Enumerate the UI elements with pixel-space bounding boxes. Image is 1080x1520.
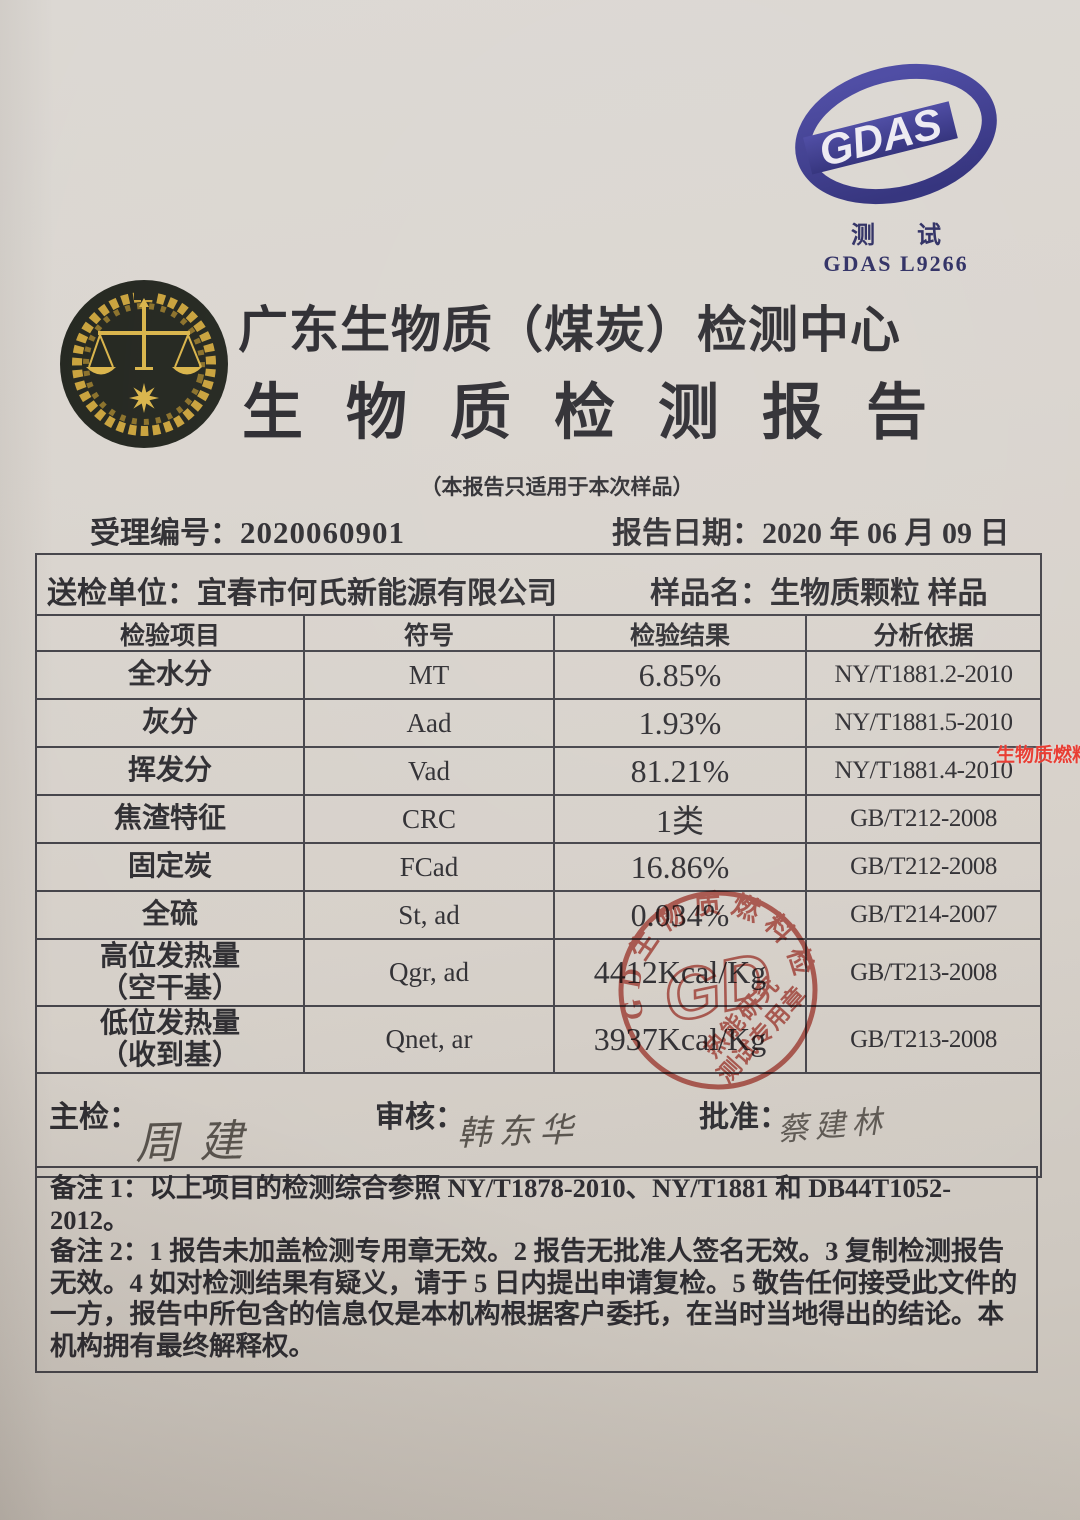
cell-item-line2: （收到基） — [99, 1039, 240, 1071]
sample-name: 生物质颗粒 样品 — [770, 577, 988, 610]
cell-symbol: Aad — [303, 700, 553, 746]
sample-field: 样品名：生物质颗粒 样品 — [650, 568, 988, 612]
scales-emblem-icon — [60, 280, 228, 448]
table-row: 焦渣特征 CRC 1类 GB/T212-2008 — [37, 794, 1040, 842]
cell-basis: GB/T213-2008 — [805, 940, 1040, 1005]
inspector-label: 主检： — [49, 1101, 139, 1134]
star-icon — [129, 383, 159, 413]
col-header-result: 检验结果 — [553, 616, 805, 652]
cell-item: 高位发热量 （空干基） — [37, 940, 303, 1005]
report-date-value: 2020 年 06 月 09 日 — [762, 517, 1010, 550]
reviewer-signature: 韩东华 — [456, 1111, 581, 1154]
cell-result: 81.21% — [553, 748, 805, 794]
report-date-label: 报告日期： — [612, 517, 762, 550]
table-row: 固定炭 FCad 16.86% GB/T212-2008 — [37, 842, 1040, 890]
client-field: 送检单位：宜春市何氏新能源有限公司 — [47, 568, 557, 612]
col-header-item: 检验项目 — [119, 623, 220, 650]
gdas-wordmark: GDAS — [814, 99, 946, 176]
client-name: 宜春市何氏新能源有限公司 — [197, 577, 557, 610]
table-row: 低位发热量 （收到基） Qnet, ar 3937Kcal/Kg GB/T213… — [37, 1005, 1040, 1072]
table-row: 挥发分 Vad 81.21% NY/T1881.4-2010 — [37, 746, 1040, 794]
inspector-signature: 周建 — [134, 1116, 264, 1169]
org-name: 广东生物质（煤炭）检测中心 — [238, 302, 901, 358]
cell-item: 灰分 — [141, 707, 198, 739]
cell-result: 3937Kcal/Kg — [553, 1007, 805, 1072]
table-row: 高位发热量 （空干基） Qgr, ad 4412Kcal/Kg GB/T213-… — [37, 938, 1040, 1005]
cell-basis: GB/T214-2007 — [805, 892, 1040, 938]
approver-label: 批准： — [699, 1101, 789, 1134]
stamp-ring — [618, 890, 818, 1090]
gdas-swoosh-logo-icon: GDAS — [795, 63, 997, 205]
laurel-wreath — [72, 284, 216, 436]
cell-item: 焦渣特征 — [113, 803, 226, 835]
table-row: 全水分 MT 6.85% NY/T1881.2-2010 — [37, 650, 1040, 698]
client-label: 送检单位： — [47, 577, 197, 610]
results-table: 送检单位：宜春市何氏新能源有限公司 样品名：生物质颗粒 样品 检验项目 符号 检… — [35, 553, 1042, 1178]
case-number: 受理编号：2020060901 — [90, 508, 405, 552]
cell-basis: NY/T1881.2-2010 — [805, 652, 1040, 698]
note-2: 备注 2：1 报告未加盖检测专用章无效。2 报告无批准人签名无效。3 复制检测报… — [50, 1236, 1018, 1361]
cell-symbol: Qgr, ad — [303, 940, 553, 1005]
reviewer-label: 审核： — [375, 1101, 465, 1134]
cell-symbol: Vad — [303, 748, 553, 794]
table-header-row: 检验项目 符号 检验结果 分析依据 — [37, 614, 1040, 652]
gdas-accreditation-code: GDAS L9266 — [823, 251, 969, 276]
approver-signature: 蔡建林 — [775, 1103, 890, 1148]
signature-row: 主检： 周建 审核： 韩东华 批准： 蔡建林 — [37, 1072, 1040, 1176]
gdas-logo-block: GDAS 测 试 GDAS L9266 — [790, 58, 1002, 277]
balance-scales-icon — [86, 298, 202, 375]
cell-basis: NY/T1881.5-2010 — [805, 700, 1040, 746]
cell-symbol: St, ad — [303, 892, 553, 938]
photo-watermark: 生物质燃料 — [996, 745, 1080, 766]
cell-item: 固定炭 — [127, 851, 212, 883]
notes-box: 备注 1：以上项目的检测综合参照 NY/T1878-2010、NY/T1881 … — [35, 1166, 1038, 1373]
cell-item-line1: 低位发热量 — [99, 1008, 240, 1040]
cell-result: 6.85% — [553, 652, 805, 698]
cell-symbol: CRC — [303, 796, 553, 842]
client-sample-row: 送检单位：宜春市何氏新能源有限公司 样品名：生物质颗粒 样品 — [37, 555, 1040, 614]
table-row: 全硫 St, ad 0.034% GB/T214-2007 — [37, 890, 1040, 938]
scope-note: （本报告只适用于本次样品） — [420, 475, 694, 499]
cell-basis: GB/T213-2008 — [805, 1007, 1040, 1072]
col-header-symbol: 符号 — [303, 616, 553, 652]
case-number-label: 受理编号： — [90, 517, 240, 550]
cell-item-line2: （空干基） — [99, 972, 240, 1004]
cell-item: 低位发热量 （收到基） — [37, 1007, 303, 1072]
cell-basis: NY/T1881.4-2010 — [805, 748, 1040, 794]
report-title: 生物质检测报告 — [242, 380, 971, 447]
gdas-caption-cn: 测 试 — [851, 223, 959, 249]
table-row: 灰分 Aad 1.93% NY/T1881.5-2010 — [37, 698, 1040, 746]
cell-item: 全水分 — [127, 659, 212, 691]
note-1: 备注 1：以上项目的检测综合参照 NY/T1878-2010、NY/T1881 … — [50, 1173, 952, 1235]
report-date: 报告日期：2020 年 06 月 09 日 — [612, 508, 1010, 552]
red-seal-stamp: GD生物质燃料检测 GD 热能研究 测试专用章 — [612, 884, 823, 1090]
col-header-basis: 分析依据 — [805, 616, 1040, 652]
cell-result: 1.93% — [553, 700, 805, 746]
cell-basis: GB/T212-2008 — [805, 796, 1040, 842]
cell-symbol: FCad — [303, 844, 553, 890]
gdas-ellipse: GDAS — [795, 63, 997, 205]
cell-symbol: Qnet, ar — [303, 1007, 553, 1072]
cell-result: 1类 — [553, 796, 805, 842]
cell-symbol: MT — [303, 652, 553, 698]
sample-label: 样品名： — [650, 577, 770, 610]
case-number-value: 2020060901 — [240, 515, 405, 550]
cell-result: 16.86% — [553, 844, 805, 890]
cell-item: 挥发分 — [127, 755, 212, 787]
cell-item: 全硫 — [141, 899, 198, 931]
cell-item-line1: 高位发热量 — [99, 941, 240, 973]
cell-basis: GB/T212-2008 — [805, 844, 1040, 890]
